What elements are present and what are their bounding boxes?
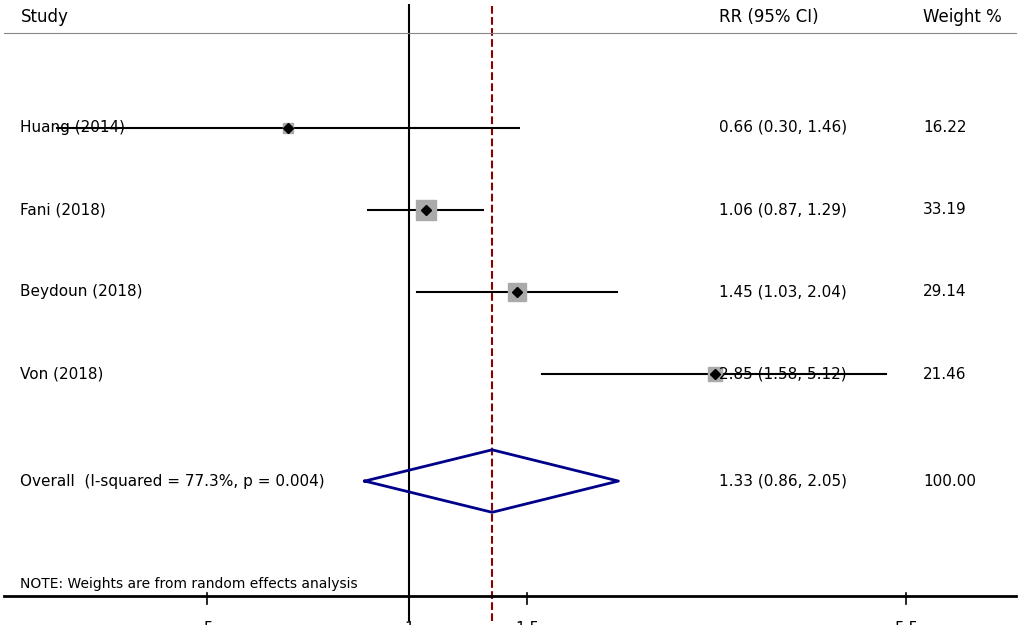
Text: 1.33 (0.86, 2.05): 1.33 (0.86, 2.05)	[718, 474, 846, 489]
Text: 16.22: 16.22	[922, 120, 966, 135]
Text: 100.00: 100.00	[922, 474, 975, 489]
Text: NOTE: Weights are from random effects analysis: NOTE: Weights are from random effects an…	[20, 577, 358, 591]
Text: 1: 1	[404, 621, 414, 625]
Text: Study: Study	[20, 8, 68, 26]
Text: 1.06 (0.87, 1.29): 1.06 (0.87, 1.29)	[718, 202, 846, 217]
Text: Huang (2014): Huang (2014)	[20, 120, 125, 135]
Text: 21.46: 21.46	[922, 367, 966, 382]
Text: 29.14: 29.14	[922, 284, 966, 299]
Text: 1.45 (1.03, 2.04): 1.45 (1.03, 2.04)	[718, 284, 846, 299]
Text: 1.5: 1.5	[515, 621, 539, 625]
Text: 5.5: 5.5	[894, 621, 918, 625]
Text: 0.66 (0.30, 1.46): 0.66 (0.30, 1.46)	[718, 120, 847, 135]
Text: Overall  (I-squared = 77.3%, p = 0.004): Overall (I-squared = 77.3%, p = 0.004)	[20, 474, 325, 489]
Text: RR (95% CI): RR (95% CI)	[718, 8, 818, 26]
Text: 2.85 (1.58, 5.12): 2.85 (1.58, 5.12)	[718, 367, 846, 382]
Text: 33.19: 33.19	[922, 202, 966, 217]
Text: Von (2018): Von (2018)	[20, 367, 104, 382]
Text: Weight %: Weight %	[922, 8, 1001, 26]
Text: Fani (2018): Fani (2018)	[20, 202, 106, 217]
Text: Beydoun (2018): Beydoun (2018)	[20, 284, 143, 299]
Text: .5: .5	[199, 621, 214, 625]
